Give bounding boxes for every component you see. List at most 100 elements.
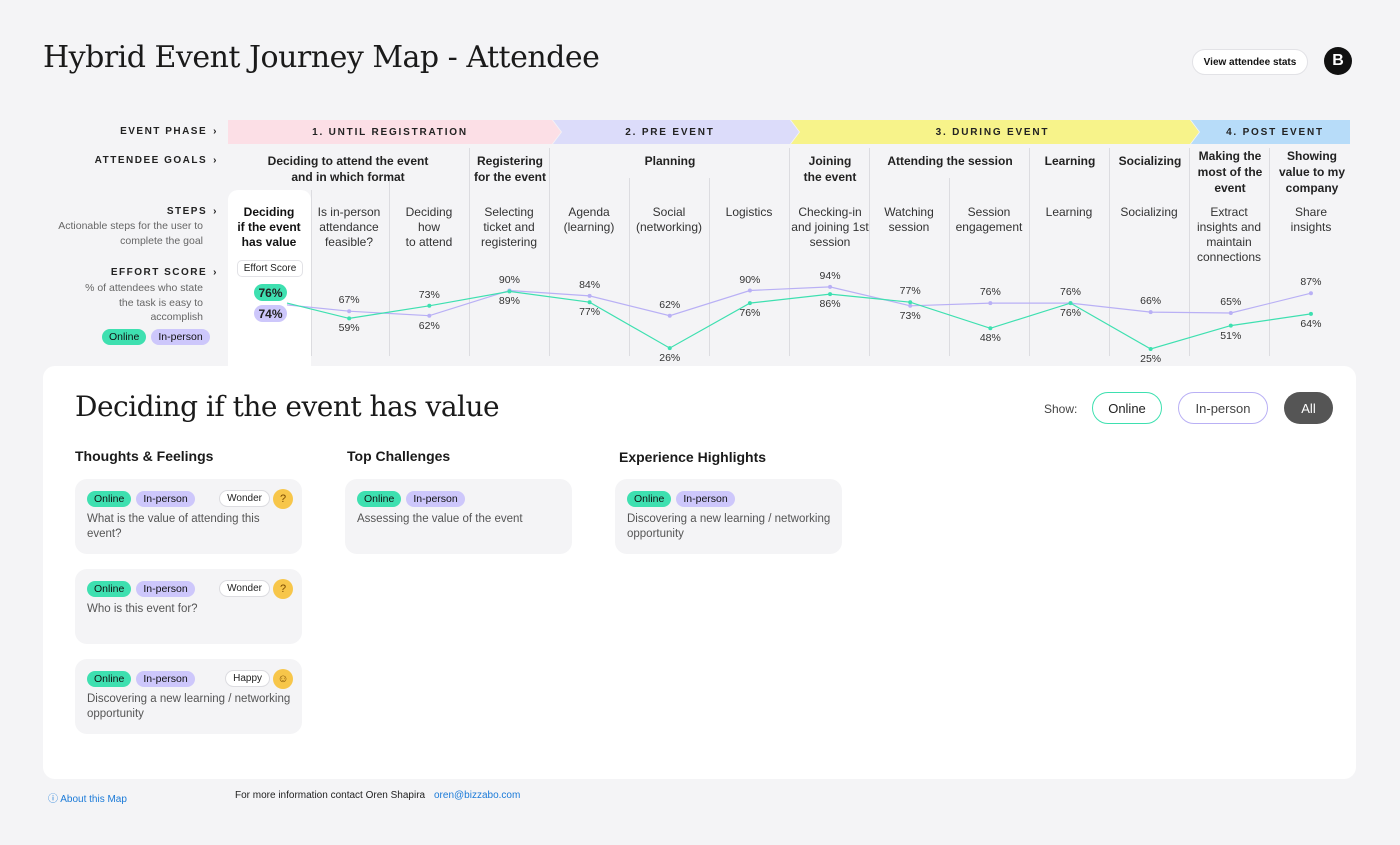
step-agenda[interactable]: Agenda (learning) bbox=[563, 205, 615, 234]
online-tag: Online bbox=[87, 581, 132, 597]
thought-card[interactable]: Online In-person Wonder ? Who is this eve… bbox=[75, 569, 302, 644]
online-point bbox=[587, 300, 592, 305]
inperson-score-label: 90% bbox=[498, 273, 520, 286]
goal-joining: Joining the event bbox=[803, 154, 857, 184]
online-tag: Online bbox=[357, 491, 402, 507]
challenge-card[interactable]: Online In-person Assessing the value of t… bbox=[345, 479, 572, 554]
goal-planning: Planning bbox=[644, 154, 696, 168]
online-score-label: 59% bbox=[338, 322, 360, 335]
online-point bbox=[1308, 311, 1313, 316]
online-point bbox=[347, 316, 352, 321]
divider bbox=[389, 178, 390, 356]
phase-post-event[interactable]: 4. POST EVENT bbox=[1226, 126, 1324, 138]
thought-text: Who is this event for? bbox=[87, 603, 198, 615]
phase-1-shape bbox=[228, 120, 561, 144]
online-line bbox=[286, 290, 1312, 350]
phase-4-shape bbox=[1191, 120, 1350, 144]
inperson-point bbox=[347, 309, 352, 314]
contact-text: For more information contact Oren Shapir… bbox=[235, 790, 426, 801]
phase-pre-event[interactable]: 2. PRE EVENT bbox=[625, 126, 715, 138]
online-point bbox=[828, 292, 833, 297]
divider bbox=[869, 148, 870, 356]
mood-badge: Wonder bbox=[219, 580, 270, 597]
online-score-label: 86% bbox=[819, 298, 841, 311]
steps-description: Actionable steps for the user to complet… bbox=[58, 220, 203, 247]
challenge-text: Assessing the value of the event bbox=[357, 513, 523, 525]
online-score-label: 76% bbox=[739, 307, 761, 320]
online-point bbox=[988, 326, 993, 331]
inperson-point bbox=[587, 293, 592, 298]
inperson-score-label: 76% bbox=[979, 286, 1001, 299]
online-score-badge: 76% bbox=[254, 284, 287, 301]
online-score-label: 48% bbox=[979, 332, 1001, 345]
inperson-score-label: 73% bbox=[899, 309, 921, 322]
divider bbox=[549, 148, 550, 356]
about-map-link[interactable]: ⓘ About this Map bbox=[48, 794, 127, 805]
online-score-label: 26% bbox=[659, 352, 681, 365]
phase-banner bbox=[228, 120, 1350, 144]
filter-inperson-button[interactable]: In-person bbox=[1178, 392, 1268, 424]
filter-online-button[interactable]: Online bbox=[1092, 392, 1162, 424]
inperson-tag: In-person bbox=[406, 491, 465, 507]
step-extract-insights[interactable]: Extract insights and maintain connections bbox=[1196, 205, 1262, 264]
step-share-insights[interactable]: Share insights bbox=[1290, 205, 1332, 234]
divider bbox=[629, 178, 630, 356]
highlight-text: Discovering a new learning / networking … bbox=[627, 513, 831, 540]
chevron-right-icon: › bbox=[213, 126, 218, 137]
thought-text: What is the value of attending this even… bbox=[87, 513, 260, 540]
event-phase-label: EVENT PHASE › bbox=[120, 126, 218, 137]
online-point bbox=[667, 346, 672, 351]
inperson-point bbox=[667, 313, 672, 318]
inperson-tag: In-person bbox=[676, 491, 735, 507]
inperson-score-label: 62% bbox=[418, 319, 440, 332]
step-social[interactable]: Social (networking) bbox=[635, 205, 703, 234]
chevron-right-icon: › bbox=[213, 155, 218, 166]
step-socializing[interactable]: Socializing bbox=[1120, 205, 1178, 219]
goal-registering: Registering for the event bbox=[473, 154, 546, 184]
online-point bbox=[747, 301, 752, 306]
inperson-score-label: 62% bbox=[659, 298, 681, 311]
effort-score-description: % of attendees who state the task is eas… bbox=[85, 282, 203, 323]
inperson-point bbox=[1228, 311, 1233, 315]
step-learning[interactable]: Learning bbox=[1045, 205, 1093, 219]
step-deciding-value[interactable]: Deciding if the event has value bbox=[237, 205, 301, 249]
phase-during-event[interactable]: 3. DURING EVENT bbox=[935, 126, 1050, 138]
contact-email-link[interactable]: oren@bizzabo.com bbox=[434, 790, 521, 801]
view-attendee-stats-button[interactable]: View attendee stats bbox=[1192, 49, 1308, 75]
inperson-point bbox=[988, 301, 993, 306]
step-selecting-ticket[interactable]: Selecting ticket and registering bbox=[480, 205, 538, 249]
highlight-card[interactable]: Online In-person Discovering a new learni… bbox=[615, 479, 842, 554]
show-label: Show: bbox=[1044, 402, 1078, 416]
inperson-point bbox=[747, 288, 752, 293]
attendee-goals-label: ATTENDEE GOALS › bbox=[94, 155, 218, 166]
online-point bbox=[507, 289, 512, 294]
thinking-face-icon: ? bbox=[273, 489, 293, 509]
step-detail-panel: Deciding if the event has value Show: On… bbox=[43, 366, 1356, 779]
bizzabo-logo-icon[interactable]: B bbox=[1324, 47, 1352, 75]
inperson-score-label: 65% bbox=[1220, 296, 1242, 308]
effort-score-badge: Effort Score bbox=[237, 260, 303, 277]
thought-card[interactable]: Online In-person Happy ☺ Discovering a ne… bbox=[75, 659, 302, 734]
step-logistics[interactable]: Logistics bbox=[725, 205, 773, 219]
step-session-engagement[interactable]: Session engagement bbox=[955, 205, 1023, 234]
step-checking-in[interactable]: Checking-in and joining 1st session bbox=[791, 205, 869, 249]
divider bbox=[789, 148, 790, 356]
inperson-point bbox=[427, 313, 432, 318]
divider bbox=[1189, 148, 1190, 356]
goal-learning: Learning bbox=[1044, 154, 1096, 168]
step-deciding-how[interactable]: Deciding how to attend bbox=[405, 205, 453, 249]
step-watching-session[interactable]: Watching session bbox=[884, 205, 934, 234]
filter-all-button[interactable]: All bbox=[1284, 392, 1333, 424]
online-point bbox=[427, 303, 432, 308]
inperson-score-label: 94% bbox=[819, 269, 841, 282]
online-score-label: 64% bbox=[1300, 317, 1322, 330]
online-tag: Online bbox=[87, 491, 132, 507]
phase-until-registration[interactable]: 1. UNTIL REGISTRATION bbox=[312, 126, 468, 138]
thought-card[interactable]: Online In-person Wonder ? What is the val… bbox=[75, 479, 302, 554]
mood-badge: Wonder bbox=[219, 490, 270, 507]
thinking-face-icon: ? bbox=[273, 579, 293, 599]
step-in-person-feasible[interactable]: Is in-person attendance feasible? bbox=[317, 205, 381, 249]
goal-making-the-most: Making the most of the event bbox=[1197, 149, 1263, 195]
inperson-point bbox=[908, 303, 913, 308]
online-point bbox=[908, 300, 913, 305]
